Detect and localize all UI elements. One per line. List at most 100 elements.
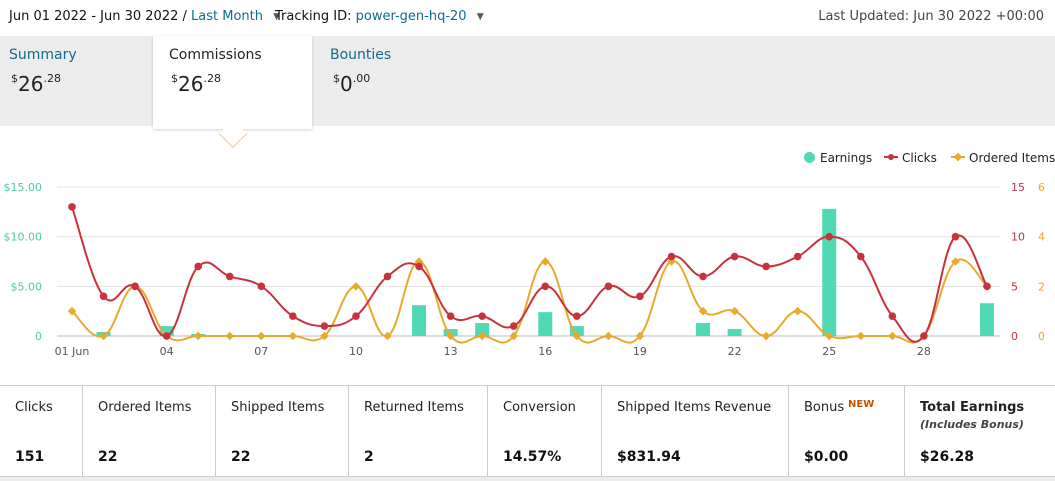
x-tick-label: 04 [160, 345, 174, 358]
stat-clicks: Clicks 151 [0, 386, 83, 476]
date-range-selector[interactable]: Jun 01 2022 - Jun 30 2022 / Last Month ▼ [9, 9, 280, 24]
clicks-point [352, 312, 360, 320]
ordered-items-point [572, 331, 582, 341]
y-right-clicks-tick-label: 10 [1011, 231, 1025, 244]
y-left-tick-label: $15.00 [4, 181, 43, 194]
earnings-bar [822, 208, 837, 336]
ordered-items-point [604, 331, 613, 341]
legend-ordered-items[interactable]: Ordered Items [951, 151, 1055, 165]
ordered-items-point [67, 306, 77, 316]
earnings-chart: 0 $5.00 $10.00 $15.00 0 5 10 15 0 2 4 6 01 Jun 04 07 10… [4, 181, 1046, 358]
clicks-point [478, 312, 486, 320]
clicks-point [415, 262, 423, 271]
clicks-point [541, 282, 550, 291]
stats-bar: Clicks 151 Ordered Items 22 Shipped Items 22 R… [0, 385, 1055, 477]
clicks-point [667, 252, 676, 261]
last-updated: Last Updated: Jun 30 2022 +00:00 [818, 9, 1044, 24]
clicks-point [162, 332, 171, 340]
top-bar: Jun 01 2022 - Jun 30 2022 / Last Month ▼… [0, 0, 1055, 34]
ordered-items-point [320, 331, 329, 341]
y-right-ordered-tick-label: 6 [1038, 181, 1045, 194]
clicks-point [951, 232, 960, 241]
ordered-items-line [71, 258, 988, 344]
clicks-point [194, 262, 203, 271]
stat-value: 2 [364, 449, 374, 465]
clicks-point [68, 203, 76, 211]
ordered-items-point [225, 331, 235, 341]
legend-label: Earnings [820, 151, 873, 165]
stat-value: 151 [15, 449, 45, 465]
stat-label: Conversion [503, 400, 576, 415]
clicks-point [762, 262, 770, 271]
tab-amount: $26.28 [11, 72, 61, 96]
y-right-ordered-tick-label: 2 [1038, 280, 1045, 293]
ordered-items-point [635, 331, 645, 341]
earnings-tabs: Summary $26.28 Commissions $26.28 Bounti… [0, 36, 1055, 129]
chevron-down-icon[interactable]: ▼ [476, 12, 484, 22]
ordered-items-point [193, 331, 203, 341]
tab-commissions[interactable]: Commissions $26.28 [153, 36, 312, 129]
chevron-down-icon[interactable]: ▼ [273, 12, 281, 22]
earnings-bar [569, 326, 584, 336]
y-left-tick-label: 0 [35, 330, 42, 343]
earnings-bar [696, 323, 711, 336]
stat-shipped-items: Shipped Items 22 [216, 386, 349, 476]
stat-label: Returned Items [364, 400, 464, 415]
legend-earnings[interactable]: Earnings [804, 151, 872, 165]
y-right-ordered-tick-label: 0 [1038, 330, 1045, 343]
ordered-items-point [856, 331, 866, 341]
stat-value: $831.94 [617, 449, 681, 465]
legend-clicks[interactable]: Clicks [884, 151, 937, 165]
clicks-point [289, 312, 297, 320]
stat-label: Shipped Items Revenue [617, 400, 772, 415]
ordered-items-point [730, 306, 739, 316]
stat-label: Bonus [804, 400, 845, 415]
x-tick-label: 25 [822, 345, 836, 358]
date-range: Jun 01 2022 - Jun 30 2022 / [9, 9, 187, 24]
stat-total-earnings: Total Earnings $26.28 (Includes Bonus) [905, 386, 1055, 476]
stat-label: Shipped Items [231, 400, 325, 415]
stat-conversion: Conversion 14.57% [488, 386, 602, 476]
tab-amount: $26.28 [171, 72, 221, 96]
clicks-point [573, 312, 581, 320]
stat-shipped-items-revenue: Shipped Items Revenue $831.94 [602, 386, 789, 476]
ordered-items-point [383, 331, 392, 341]
earnings-bar [727, 329, 742, 336]
tab-label[interactable]: Summary [9, 47, 77, 63]
stat-value: 14.57% [503, 449, 562, 465]
tab-label[interactable]: Commissions [169, 47, 262, 63]
tab-label[interactable]: Bounties [330, 47, 392, 63]
stat-value: 22 [98, 449, 118, 465]
stat-bonus: Bonus NEW $0.00 [789, 386, 905, 476]
tracking-id-value[interactable]: power-gen-hq-20 [355, 9, 467, 24]
clicks-point [636, 292, 644, 301]
ordered-items-point [824, 331, 834, 341]
period-label[interactable]: Last Month [191, 9, 263, 24]
tab-bounties[interactable]: Bounties $0.00 [315, 36, 465, 126]
clicks-point [983, 282, 991, 291]
ordered-items-point [793, 306, 802, 316]
earnings-bar [980, 303, 994, 336]
stat-value: $0.00 [804, 449, 849, 465]
clicks-point [699, 272, 707, 281]
clicks-point [131, 282, 139, 291]
stat-sublabel: (Includes Bonus) [920, 418, 1024, 431]
clicks-point [730, 252, 739, 261]
tab-amount: $0.00 [333, 72, 371, 96]
clicks-point [793, 252, 802, 261]
clicks-line-icon [884, 152, 898, 162]
clicks-point [920, 332, 928, 340]
tracking-id-selector[interactable]: Tracking ID: power-gen-hq-20 ▼ [275, 9, 484, 24]
stat-returned-items: Returned Items 2 [349, 386, 488, 476]
tab-summary[interactable]: Summary $26.28 [0, 36, 150, 126]
bottom-divider [0, 477, 1055, 481]
legend-label: Ordered Items [969, 151, 1055, 165]
clicks-point [604, 282, 613, 291]
ordered-items-point [446, 331, 455, 341]
earnings-bar [412, 305, 427, 336]
ordered-items-point [888, 331, 897, 341]
clicks-point [257, 282, 266, 291]
x-tick-label: 10 [349, 345, 363, 358]
x-tick-label: 13 [444, 345, 458, 358]
ordered-items-point [509, 331, 518, 341]
